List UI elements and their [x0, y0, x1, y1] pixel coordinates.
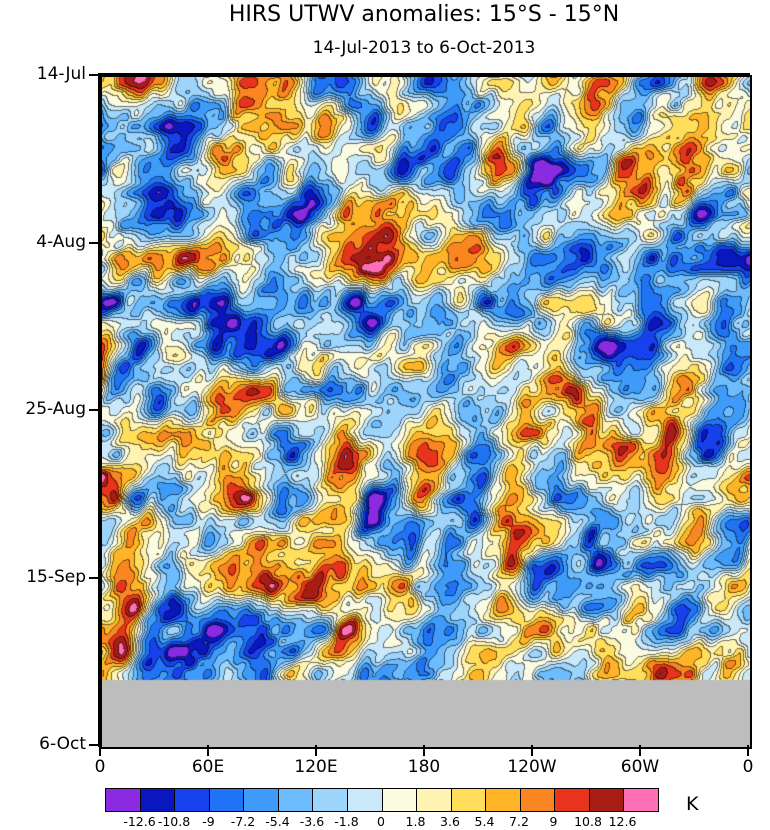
colorbar-tick-label: -9	[202, 814, 215, 829]
longitude-tick-mark	[423, 745, 425, 756]
time-tick-mark	[89, 409, 100, 411]
colorbar-segment	[106, 789, 140, 811]
colorbar-segment	[208, 789, 244, 811]
longitude-tick-mark	[639, 745, 641, 756]
colorbar-segment	[416, 789, 451, 811]
colorbar-segment	[450, 789, 486, 811]
units-label: K	[686, 793, 699, 815]
colorbar-tick-label: 3.6	[440, 814, 460, 829]
longitude-tick-label: 120E	[294, 757, 338, 777]
colorbar-tick-label: -3.6	[299, 814, 325, 829]
colorbar	[105, 788, 659, 812]
longitude-tick-mark	[315, 745, 317, 756]
longitude-tick-label: 60E	[191, 757, 225, 777]
colorbar-tick-label: 12.6	[608, 814, 637, 829]
colorbar-segment	[381, 789, 417, 811]
colorbar-tick-label: -5.4	[265, 814, 290, 829]
time-tick-label: 15-Sep	[26, 566, 86, 587]
time-tick-mark	[89, 576, 100, 579]
colorbar-segment	[623, 789, 658, 811]
colorbar-segment	[346, 789, 382, 811]
time-tick-label: 6-Oct	[39, 734, 86, 754]
colorbar-tick-label: 7.2	[509, 814, 529, 829]
longitude-tick-label: 0	[742, 757, 754, 777]
colorbar-segment	[277, 789, 313, 811]
colorbar-tick-label: -7.2	[230, 814, 256, 829]
colorbar-tick-label: 0	[377, 814, 385, 829]
longitude-tick-label: 180	[407, 757, 441, 777]
longitude-tick-label: 0	[94, 757, 106, 777]
chart-subtitle: 14-Jul-2013 to 6-Oct-2013	[312, 38, 536, 58]
colorbar-tick-label: 5.4	[474, 814, 495, 829]
longitude-tick-mark	[99, 745, 101, 756]
colorbar-tick-label: 1.8	[405, 814, 426, 829]
longitude-tick-mark	[531, 745, 533, 756]
plot-area	[100, 75, 752, 749]
colorbar-segment	[588, 789, 624, 811]
colorbar-tick-label: -12.6	[123, 814, 156, 829]
colorbar-segment	[485, 789, 520, 811]
colorbar-segment	[312, 789, 347, 811]
time-tick-mark	[89, 241, 100, 244]
colorbar-segment	[519, 789, 555, 811]
longitude-tick-mark	[747, 745, 749, 756]
longitude-tick-mark	[207, 745, 209, 756]
colorbar-tick-label: 9	[549, 814, 558, 829]
time-tick-label: 14-Jul	[36, 64, 86, 84]
longitude-tick-label: 120W	[507, 757, 557, 777]
time-tick-mark	[89, 744, 100, 746]
time-tick-label: 25-Aug	[25, 399, 86, 419]
longitude-tick-label: 60W	[620, 757, 660, 777]
colorbar-segment	[139, 789, 175, 811]
colorbar-tick-label: -10.8	[157, 814, 191, 829]
time-tick-mark	[89, 74, 100, 76]
colorbar-tick-label: 10.8	[574, 814, 602, 829]
colorbar-segment	[243, 789, 278, 811]
anomaly-field-canvas	[102, 77, 750, 747]
colorbar-segment	[174, 789, 209, 811]
colorbar-segment	[554, 789, 589, 811]
chart-title: HIRS UTWV anomalies: 15°S - 15°N	[228, 2, 620, 27]
time-tick-label: 4-Aug	[36, 231, 86, 252]
colorbar-tick-label: -1.8	[334, 814, 359, 829]
